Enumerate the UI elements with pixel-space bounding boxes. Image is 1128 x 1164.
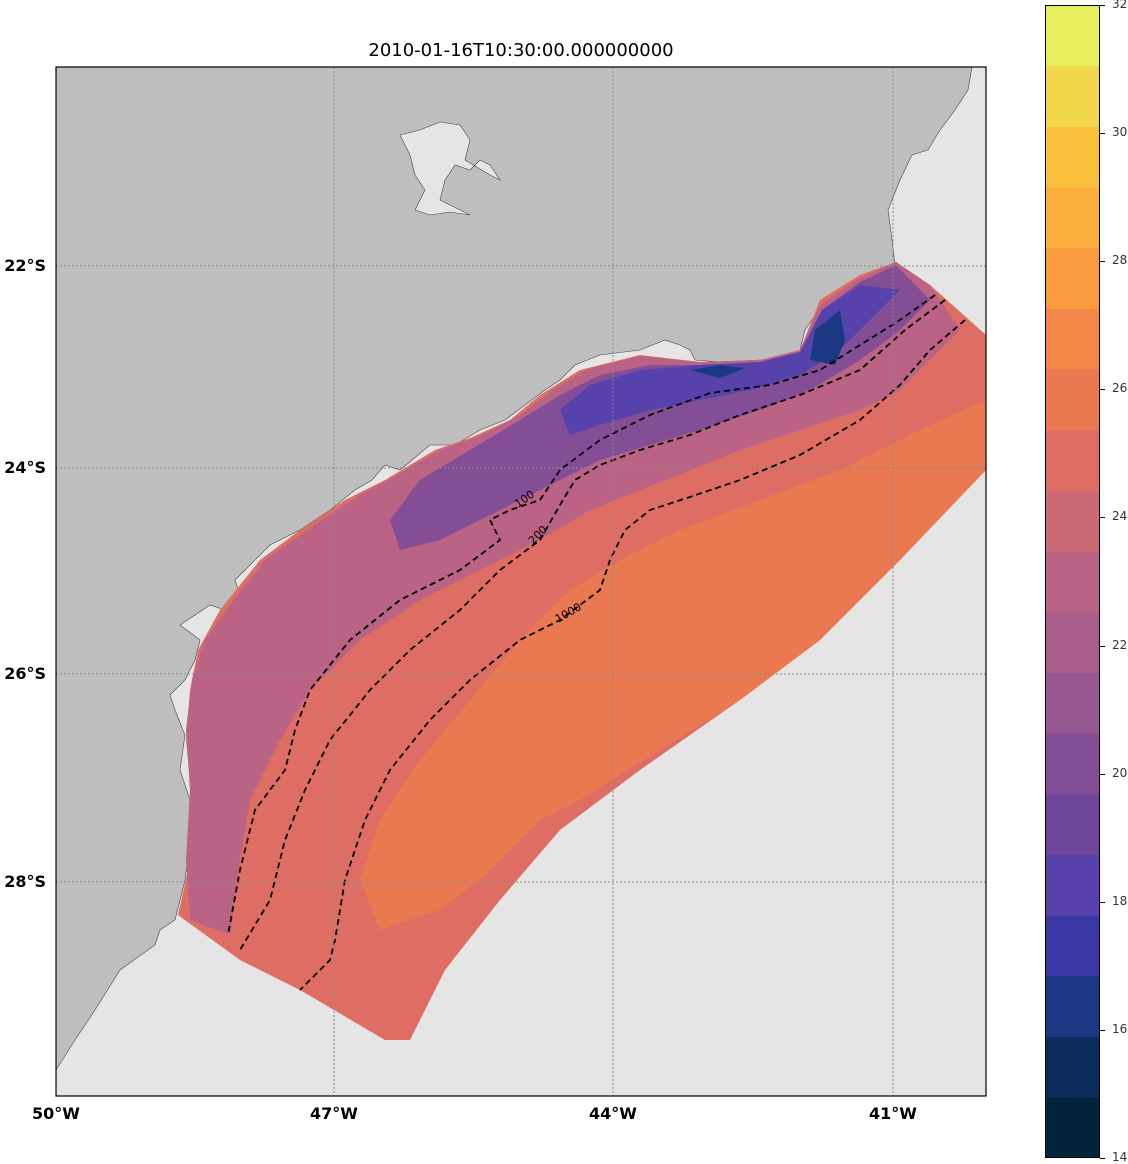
colorbar-tick-label: 22: [1112, 637, 1128, 652]
isobath-1000: [299, 319, 966, 991]
colorbar-level-18: [1045, 5, 1100, 67]
colorbar-tick-label: 20: [1112, 765, 1128, 780]
colorbar-tick-mark: [1100, 645, 1105, 647]
colorbar-level-7: [1045, 672, 1100, 734]
colorbar-tick-mark: [1100, 261, 1105, 263]
lon-label-50: 50°W: [32, 1104, 80, 1123]
colorbar-level-14: [1045, 247, 1100, 309]
colorbar-level-15: [1045, 187, 1100, 249]
lat-label-28: 28°S: [4, 872, 46, 891]
colorbar-level-0: [1045, 1097, 1100, 1158]
colorbar-tick-label: 26: [1112, 381, 1128, 396]
colorbar-tick-mark: [1100, 773, 1105, 775]
colorbar-frame: [1045, 5, 1100, 1158]
colorbar-level-16: [1045, 126, 1100, 188]
map-title: 2010-01-16T10:30:00.000000000: [368, 40, 674, 61]
colorbar: [1045, 5, 1100, 1158]
colorbar-level-9: [1045, 551, 1100, 613]
island: [399, 121, 501, 216]
colorbar-level-6: [1045, 733, 1100, 795]
colorbar-tick-label: 32: [1112, 0, 1128, 11]
temp-layer-cold: [560, 285, 900, 435]
isobath-100: [227, 294, 936, 936]
temp-layer-warm: [360, 400, 986, 930]
colorbar-level-5: [1045, 793, 1100, 856]
lon-label-41: 41°W: [869, 1104, 917, 1123]
colorbar-tick-mark: [1100, 1029, 1105, 1031]
colorbar-tick-label: 16: [1112, 1021, 1128, 1036]
lat-label-22: 22°S: [4, 256, 46, 275]
colorbar-level-17: [1045, 65, 1100, 127]
colorbar-tick-mark: [1100, 133, 1105, 135]
colorbar-tick-label: 28: [1112, 253, 1128, 268]
temp-layer-mid: [186, 262, 960, 935]
colorbar-tick-label: 18: [1112, 893, 1128, 908]
colorbar-level-11: [1045, 429, 1100, 491]
lon-label-44: 44°W: [589, 1104, 637, 1123]
colorbar-level-12: [1045, 369, 1100, 431]
colorbar-tick-mark: [1100, 389, 1105, 391]
colorbar-tick-label: 14: [1112, 1150, 1128, 1164]
colorbar-tick-mark: [1100, 517, 1105, 519]
isobath-200: [239, 299, 946, 951]
lat-label-24: 24°S: [4, 458, 46, 477]
lat-label-26: 26°S: [4, 664, 46, 683]
colorbar-level-10: [1045, 490, 1100, 552]
colorbar-level-13: [1045, 308, 1100, 370]
colorbar-level-4: [1045, 854, 1100, 916]
map-frame: [55, 66, 987, 1097]
colorbar-tick-label: 24: [1112, 509, 1128, 524]
colorbar-level-8: [1045, 611, 1100, 674]
colorbar-tick-mark: [1100, 5, 1105, 6]
temp-layer-coldest: [690, 310, 845, 378]
colorbar-tick-mark: [1100, 1158, 1105, 1159]
lon-label-47: 47°W: [310, 1104, 358, 1123]
colorbar-tick-label: 30: [1112, 125, 1128, 140]
colorbar-level-1: [1045, 1036, 1100, 1098]
colorbar-tick-mark: [1100, 901, 1105, 903]
colorbar-level-2: [1045, 975, 1100, 1038]
colorbar-level-3: [1045, 915, 1100, 977]
